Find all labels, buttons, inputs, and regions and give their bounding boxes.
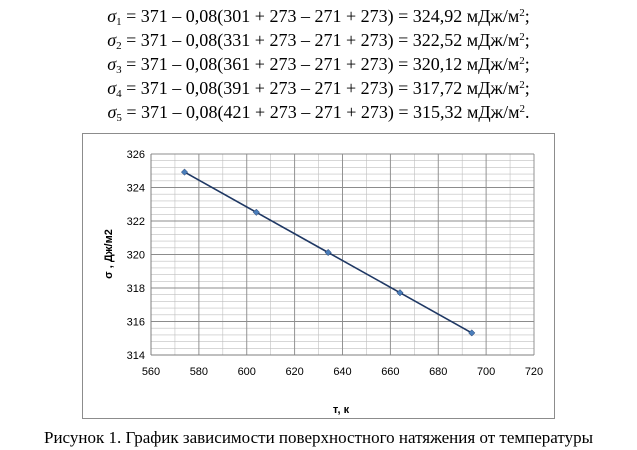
data-point <box>324 248 332 257</box>
y-tick-label: 316 <box>127 317 145 329</box>
equation-superscript: 2 <box>519 79 525 91</box>
x-tick-label: 700 <box>477 366 495 378</box>
equation-body: = 371 – 0,08(361 + 273 – 271 + 273) = 32… <box>121 54 520 74</box>
equation-superscript: 2 <box>519 55 525 67</box>
sigma-symbol: σ <box>107 102 117 122</box>
data-point <box>180 168 189 176</box>
equation-tail: ; <box>524 54 530 74</box>
x-tick-label: 620 <box>285 366 303 378</box>
equation-subscript: 5 <box>116 112 122 124</box>
tick-labels: 560 580 600 620 640 660 680 700 720 314 316 318 320 3… <box>127 149 544 378</box>
major-gridlines <box>150 153 535 356</box>
equation-3: σ3 = 371 – 0,08(361 + 273 – 271 + 273) =… <box>0 54 637 76</box>
y-tick-label: 320 <box>127 250 145 262</box>
x-axis-label: т, к <box>333 404 350 416</box>
equation-body: = 371 – 0,08(391 + 273 – 271 + 273) = 31… <box>121 78 520 98</box>
axes <box>150 154 534 356</box>
equation-tail: ; <box>524 6 530 26</box>
equation-subscript: 1 <box>116 16 122 28</box>
equation-1: σ1 = 371 – 0,08(301 + 273 – 271 + 273) =… <box>0 6 637 28</box>
x-tick-label: 600 <box>238 366 256 378</box>
y-tick-label: 314 <box>127 350 145 362</box>
equation-superscript: 2 <box>519 31 525 43</box>
equation-superscript: 2 <box>519 103 525 115</box>
x-tick-label: 640 <box>333 366 351 378</box>
sigma-symbol: σ <box>107 30 117 50</box>
sigma-symbol: σ <box>107 78 117 98</box>
equation-2: σ2 = 371 – 0,08(331 + 273 – 271 + 273) =… <box>0 30 637 52</box>
equation-tail: ; <box>524 78 530 98</box>
equation-body: = 371 – 0,08(301 + 273 – 271 + 273) = 32… <box>121 6 520 26</box>
figure-caption: Рисунок 1. График зависимости поверхност… <box>43 428 594 447</box>
equation-body: = 371 – 0,08(331 + 273 – 271 + 273) = 32… <box>121 30 520 50</box>
equation-5: σ5 = 371 – 0,08(421 + 273 – 271 + 273) =… <box>0 102 637 124</box>
x-tick-label: 660 <box>381 366 399 378</box>
y-axis-label: σ , Дж/м2 <box>103 229 115 279</box>
x-tick-label: 560 <box>142 366 160 378</box>
data-point <box>396 289 404 297</box>
equation-tail: . <box>524 102 530 122</box>
y-tick-label: 326 <box>127 149 145 161</box>
equation-subscript: 3 <box>116 64 122 76</box>
chart-area: 560 580 600 620 640 660 680 700 720 314 316 318 320 3… <box>82 133 555 419</box>
equation-4: σ4 = 371 – 0,08(391 + 273 – 271 + 273) =… <box>0 78 637 100</box>
y-tick-label: 324 <box>127 183 145 195</box>
x-tick-label: 720 <box>525 366 543 378</box>
y-tick-label: 318 <box>127 283 145 295</box>
equation-superscript: 2 <box>519 7 525 19</box>
series-layer <box>180 168 476 337</box>
data-point <box>252 208 260 216</box>
equation-subscript: 2 <box>116 40 122 52</box>
equation-body: = 371 – 0,08(421 + 273 – 271 + 273) = 31… <box>121 102 520 122</box>
y-tick-label: 322 <box>127 216 145 228</box>
equation-subscript: 4 <box>116 88 122 100</box>
equation-tail: ; <box>524 30 530 50</box>
line-chart: 560 580 600 620 640 660 680 700 720 314 316 318 320 3… <box>103 149 544 416</box>
sigma-symbol: σ <box>107 6 117 26</box>
x-tick-label: 680 <box>429 366 447 378</box>
sigma-symbol: σ <box>107 54 117 74</box>
data-point <box>468 329 476 337</box>
x-tick-label: 580 <box>190 366 208 378</box>
